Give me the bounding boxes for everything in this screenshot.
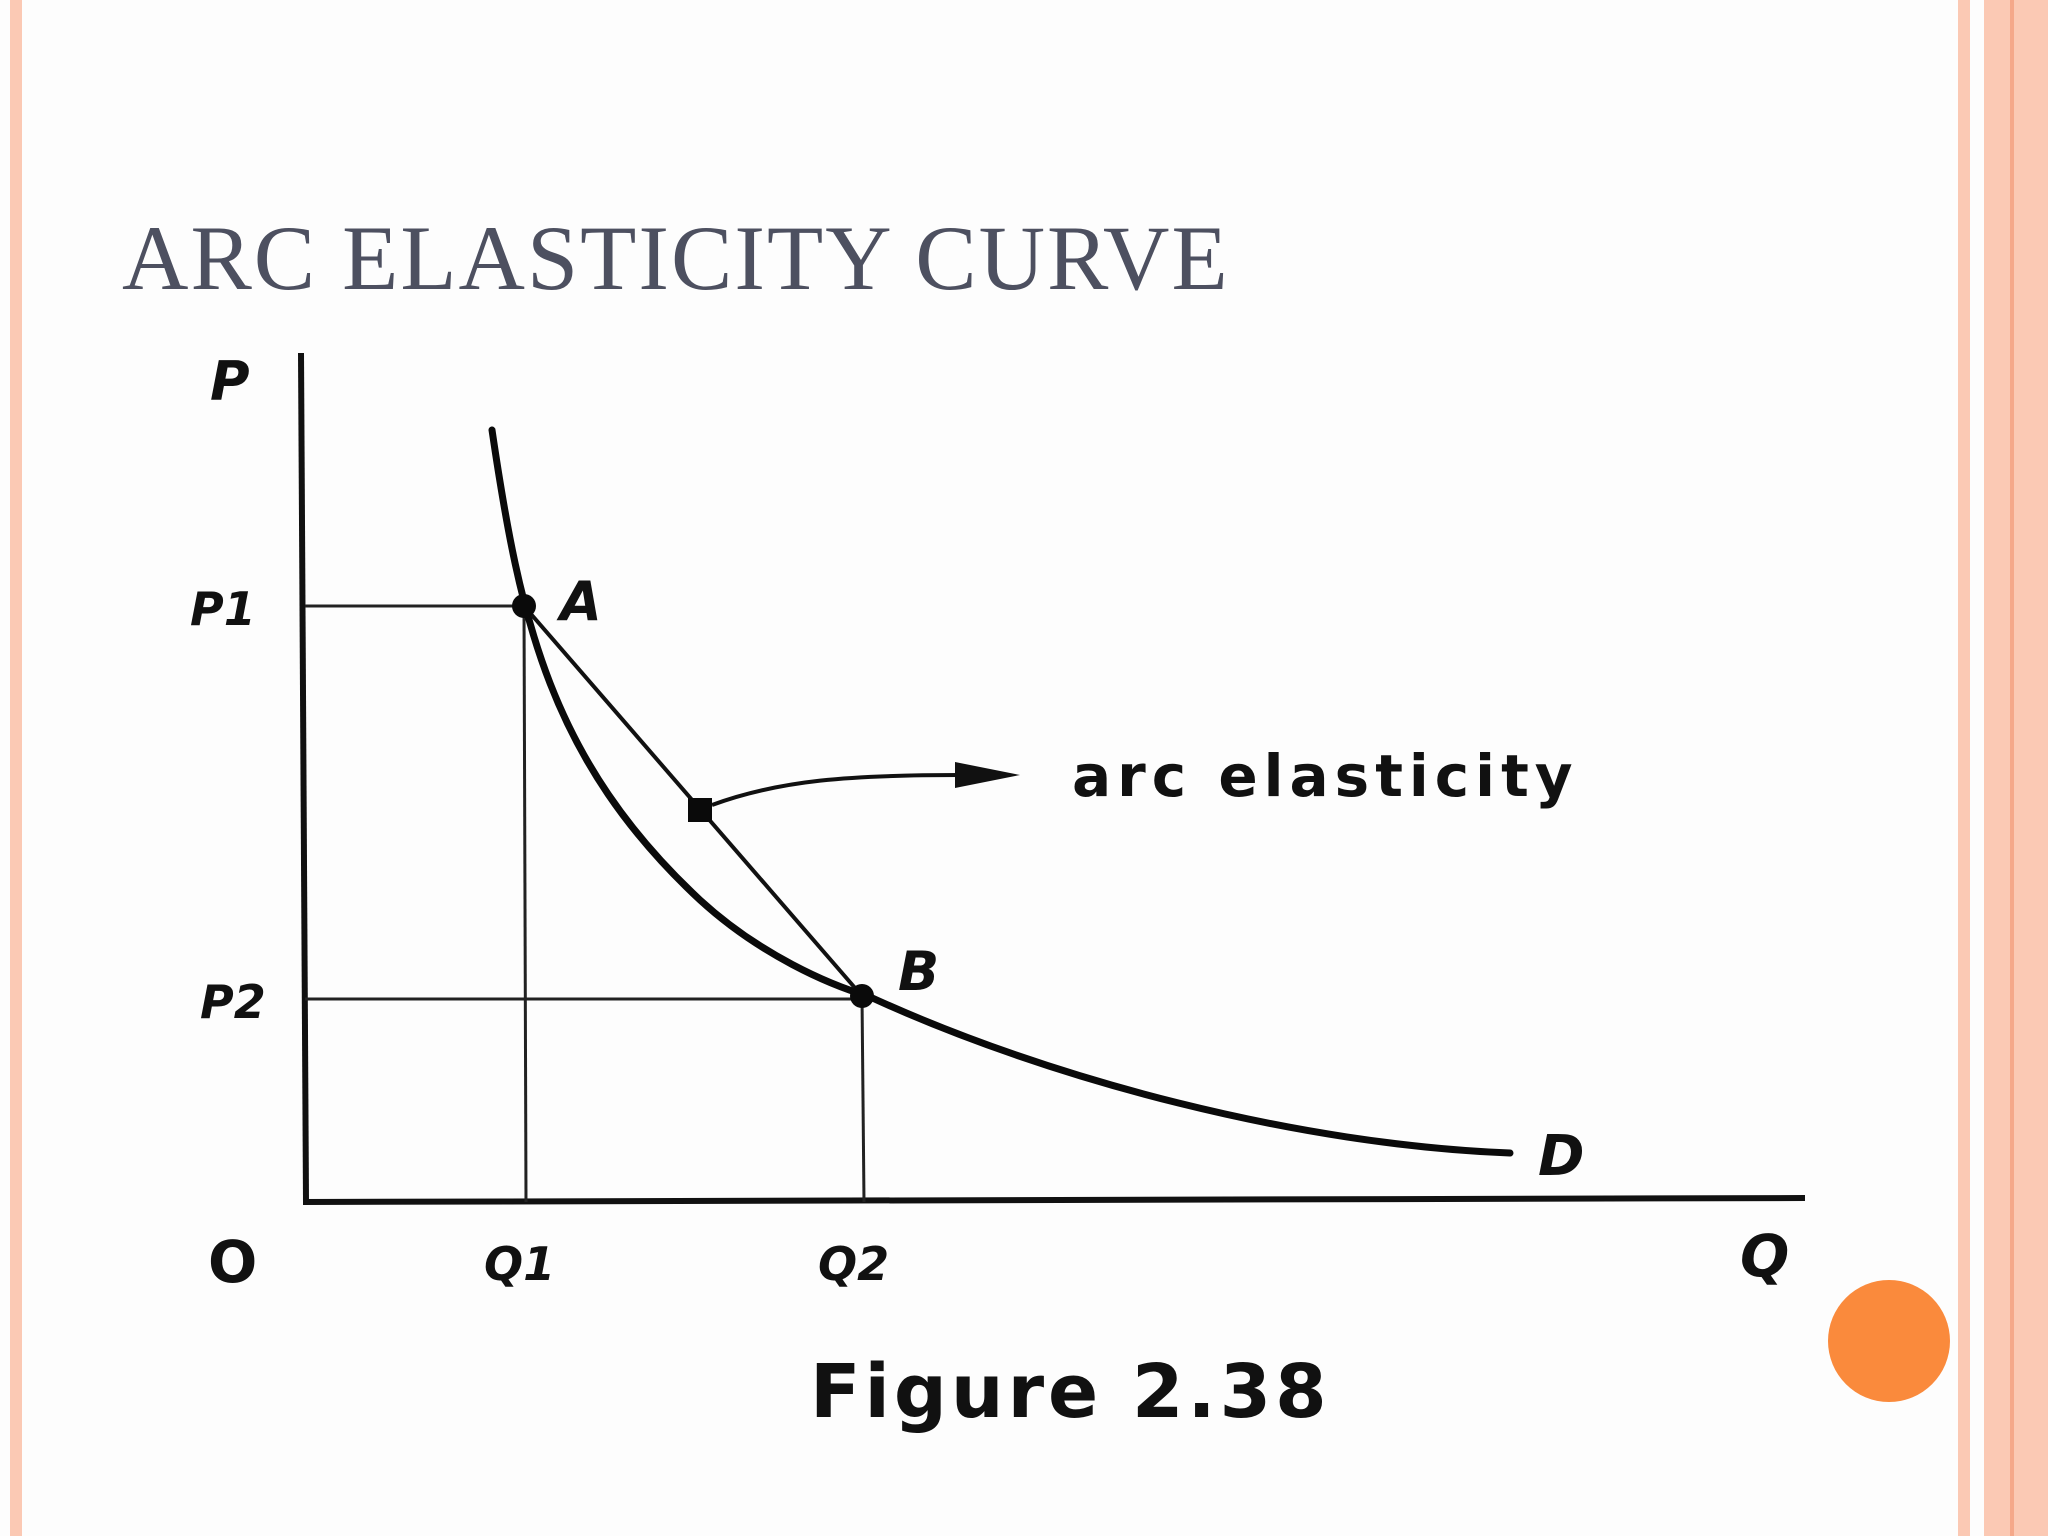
q2-guide-line [860,995,866,1203]
price-axis [298,352,309,1203]
point-a-label: A [556,570,602,633]
arc-elasticity-diagram: P P1 P2 O Q1 Q2 Q A B D arc elasticity F… [190,350,1806,1435]
price-axis-label: P [210,350,250,413]
figure-caption: Figure 2.38 [810,1349,1331,1435]
arc-elasticity-annotation: arc elasticity [1072,742,1579,810]
q2-label: Q2 [818,1237,889,1291]
point-a-marker [512,594,536,618]
quantity-axis [302,1195,1806,1205]
right-border-bar-inner [1958,0,1970,1536]
point-b-label: B [898,940,939,1003]
demand-curve [488,426,1514,1157]
accent-circle [1828,1280,1950,1402]
p1-label: P1 [190,582,256,636]
q1-guide-line [522,605,528,1203]
point-b-marker [850,984,874,1008]
demand-curve-label: D [1538,1124,1584,1189]
p2-label: P2 [200,975,266,1029]
arrow-head-icon [955,762,1020,788]
q1-label: Q1 [484,1237,555,1291]
arc-elasticity-arrow [711,773,961,807]
arc-midpoint-marker [688,798,712,822]
slide-title: ARC ELASTICITY CURVE [122,207,1230,309]
left-border-bar [10,0,22,1536]
right-border-line [2010,0,2014,1536]
quantity-axis-label: Q [1740,1222,1789,1290]
right-border-bar-outer [1984,0,2048,1536]
origin-label: O [208,1228,257,1296]
